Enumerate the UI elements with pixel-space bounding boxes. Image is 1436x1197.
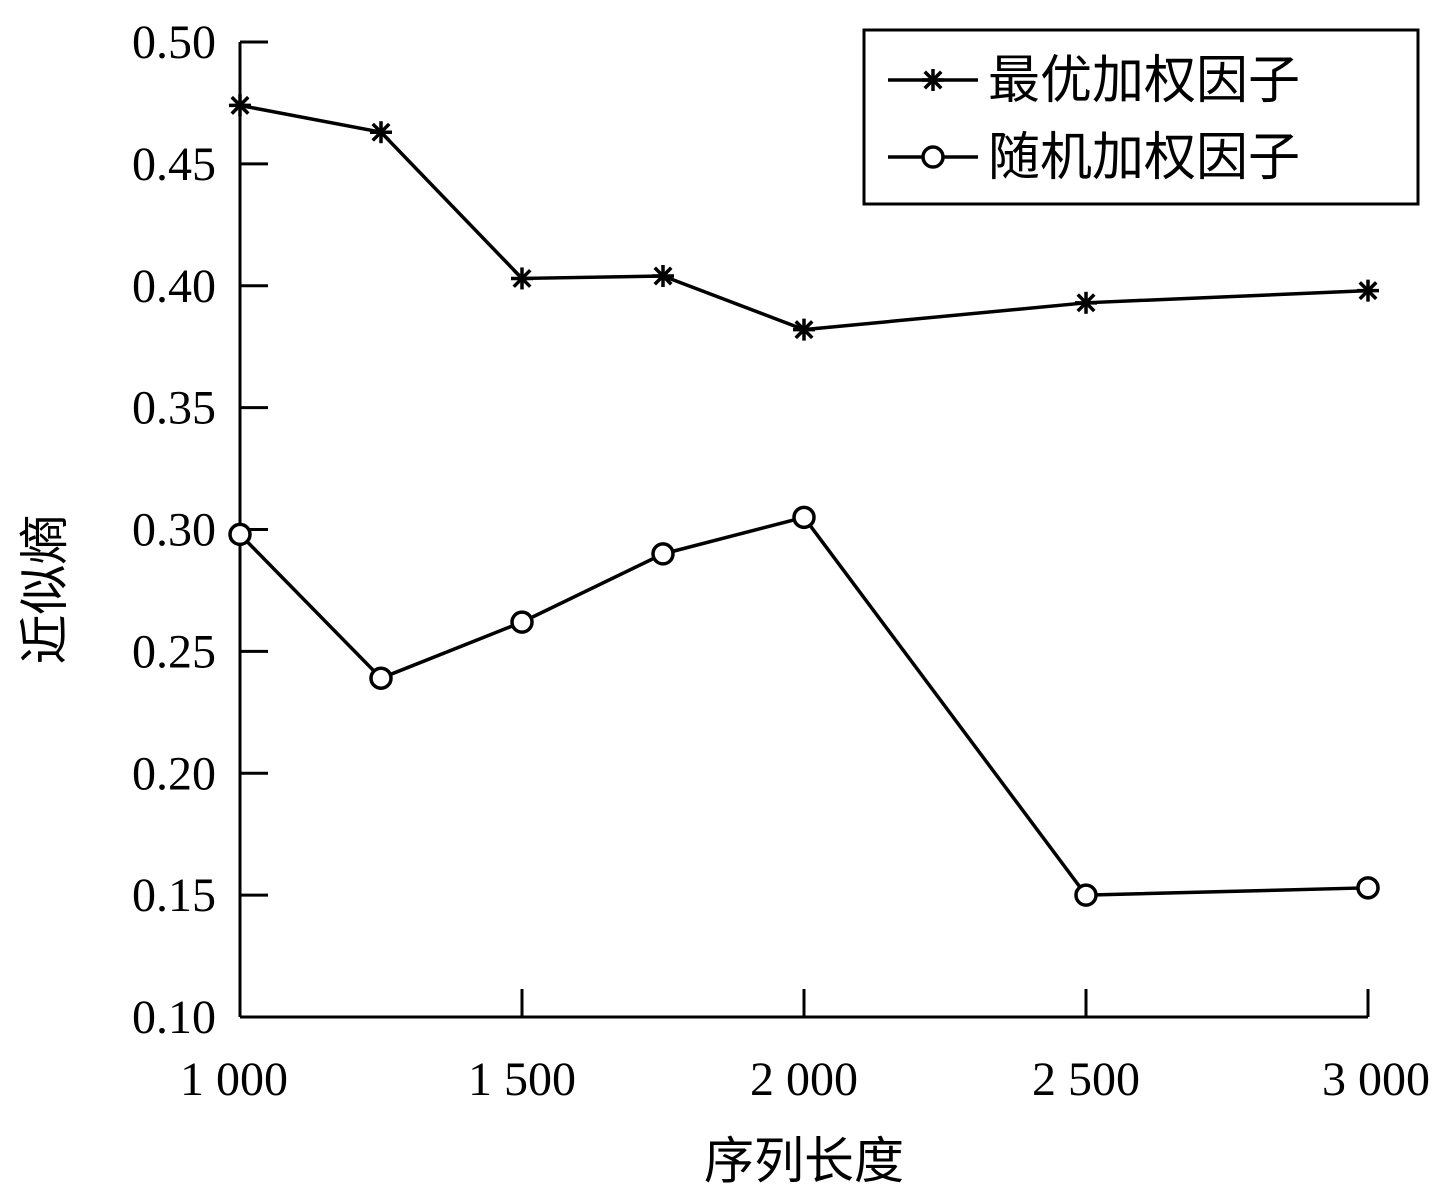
series-layer <box>228 94 1380 907</box>
y-tick-label: 0.40 <box>132 260 216 313</box>
series-1 <box>229 94 1379 341</box>
asterisk-marker <box>511 267 533 290</box>
asterisk-marker <box>1357 279 1379 302</box>
y-tick-label: 0.50 <box>132 16 216 69</box>
marker-stroke <box>923 70 943 90</box>
legend-asterisk-marker <box>922 69 944 91</box>
x-tick-label: 3 000 <box>1322 1053 1430 1106</box>
legend-label: 最优加权因子 <box>988 53 1300 110</box>
circle-marker <box>1356 876 1380 900</box>
series-2 <box>228 505 1380 907</box>
circle-marker <box>792 505 816 530</box>
marker-stroke <box>230 95 250 115</box>
legend-item-2: 随机加权因子 <box>888 130 1300 187</box>
circle-marker <box>651 542 675 566</box>
marker-stroke <box>512 268 532 288</box>
legend-box <box>862 28 1420 206</box>
x-tick-label: 1 500 <box>468 1053 576 1106</box>
circle-marker <box>369 666 393 690</box>
circle-marker <box>228 522 252 547</box>
asterisk-marker <box>1075 291 1097 314</box>
asterisk-marker <box>370 121 392 144</box>
y-tick-label: 0.45 <box>132 138 216 191</box>
y-tick-label: 0.20 <box>132 747 216 800</box>
circle-marker <box>510 610 534 634</box>
x-tick-label: 2 000 <box>750 1053 858 1106</box>
y-tick-label: 0.10 <box>132 991 216 1044</box>
marker-stroke <box>653 266 673 286</box>
y-tick-label: 0.15 <box>132 869 216 922</box>
asterisk-marker <box>652 265 674 287</box>
y-axis-label: 近似熵 <box>17 515 73 665</box>
legend-item-1: 最优加权因子 <box>888 53 1300 110</box>
y-tick-label: 0.30 <box>132 504 216 557</box>
y-tick-label: 0.35 <box>132 382 216 435</box>
marker-stroke <box>1358 281 1378 301</box>
circle-marker <box>1074 883 1098 907</box>
asterisk-marker <box>229 94 251 117</box>
axes: 0.10 0.15 0.20 0.25 0.30 0.35 0.40 0.45 0.50 1 00… <box>132 16 1430 1106</box>
marker-stroke <box>371 122 391 142</box>
x-tick-label: 1 000 <box>180 1053 288 1106</box>
y-tick-label: 0.25 <box>132 625 216 678</box>
legend-label: 随机加权因子 <box>988 130 1300 187</box>
legend-circle-marker <box>921 145 945 169</box>
x-axis-label: 序列长度 <box>704 1133 904 1189</box>
marker-stroke <box>794 320 814 340</box>
asterisk-marker <box>793 318 815 341</box>
x-tick-label: 2 500 <box>1032 1053 1140 1106</box>
series-line <box>238 515 1369 897</box>
marker-stroke <box>1076 293 1096 313</box>
